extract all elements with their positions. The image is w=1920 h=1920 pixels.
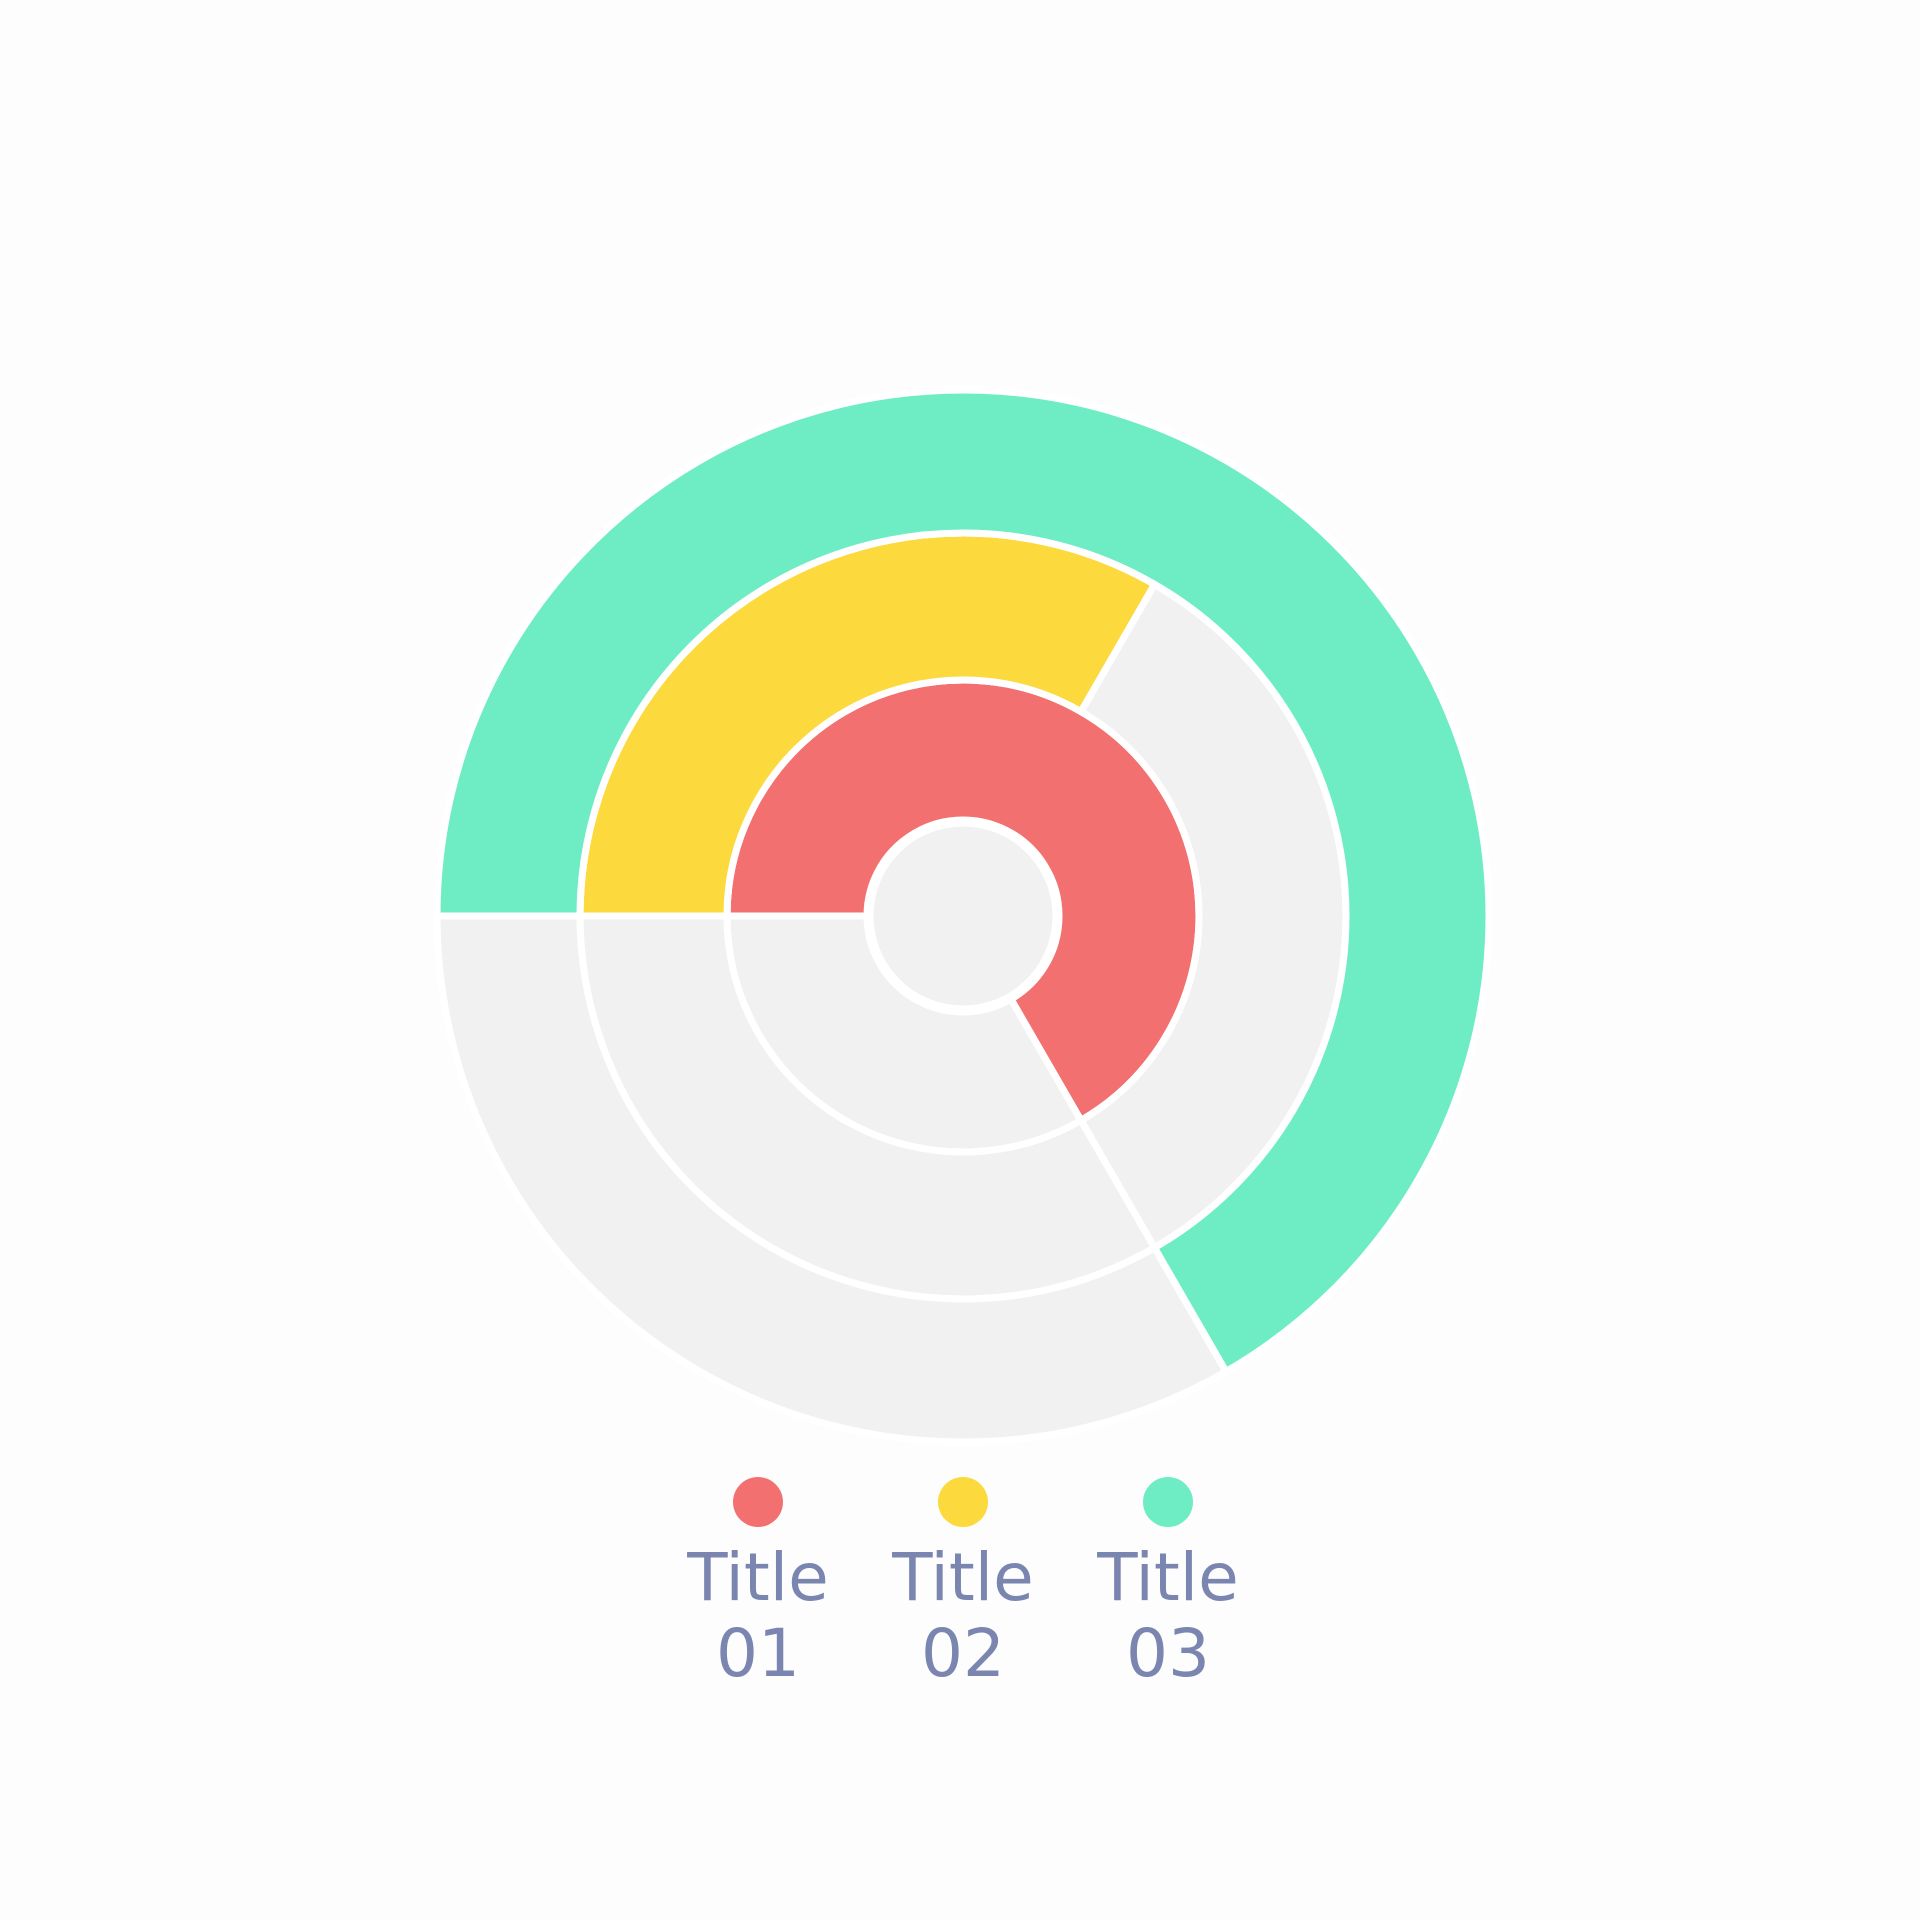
center-hole — [866, 819, 1060, 1013]
legend-label: Title 03 — [1097, 1539, 1239, 1692]
legend-label: Title 02 — [892, 1539, 1034, 1692]
legend-marker — [938, 1477, 988, 1527]
ring-segment — [433, 912, 1231, 1446]
legend-marker — [1143, 1477, 1193, 1527]
legend-marker — [733, 1477, 783, 1527]
radial-bar — [433, 386, 1493, 1377]
legend-label: Title 01 — [687, 1539, 829, 1692]
